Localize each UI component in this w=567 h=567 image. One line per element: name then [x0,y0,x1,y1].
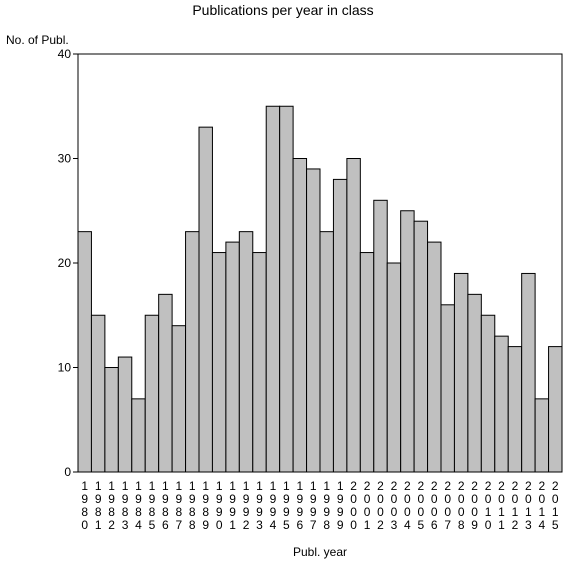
bar-1999 [332,178,348,473]
bar-2003 [386,262,402,473]
bar-2002 [373,199,388,473]
bar-1990 [211,252,227,473]
bar-1991 [225,241,240,473]
bar-1984 [131,398,146,473]
x-axis: 1 9 8 0 1 9 8 1 1 9 8 2 1 9 8 3 1 9 8 4 1 9 8 5 1 9 8 6 1 9 8 7 1 9 8 8 1 9 8 9… [81,479,559,532]
bar-2006 [427,241,442,473]
bar-1986 [158,293,173,473]
bar-2012 [507,346,523,473]
bar-1992 [238,231,254,473]
bars [77,105,563,473]
bar-1988 [185,231,200,473]
y-tick-label-10: 10 [58,361,72,375]
y-tick-label-30: 30 [58,152,72,166]
bar-2004 [400,210,415,473]
x-axis-label: Publ. year [293,545,347,559]
y-axis: 0 10 20 30 40 [58,47,78,479]
y-tick-label-0: 0 [64,465,71,479]
bar-2008 [453,272,469,473]
bar-2000 [346,158,361,473]
bar-1996 [292,158,308,473]
bar-2001 [359,252,375,473]
bar-2009 [467,293,482,473]
bar-2015 [548,346,563,473]
bar-2007 [440,304,455,473]
bar-1998 [319,231,334,473]
chart-title: Publications per year in class [192,2,373,18]
y-tick-label-40: 40 [58,47,72,61]
bar-1980 [77,231,92,473]
bar-1983 [117,356,133,473]
bar-1982 [104,367,119,473]
y-tick-label-20: 20 [58,256,72,270]
bar-2005 [413,220,429,473]
bar-2010 [480,314,496,473]
bar-1989 [198,126,213,473]
bar-1997 [306,168,321,473]
bar-1981 [90,314,106,473]
bar-2011 [494,335,509,473]
bar-1994 [265,105,281,473]
bar-1985 [144,314,160,473]
y-axis-label: No. of Publ. [6,33,69,47]
bar-1987 [171,325,187,473]
bar-2013 [521,272,536,473]
bar-2014 [534,398,550,473]
bar-1993 [252,252,267,473]
bar-1995 [279,105,294,473]
